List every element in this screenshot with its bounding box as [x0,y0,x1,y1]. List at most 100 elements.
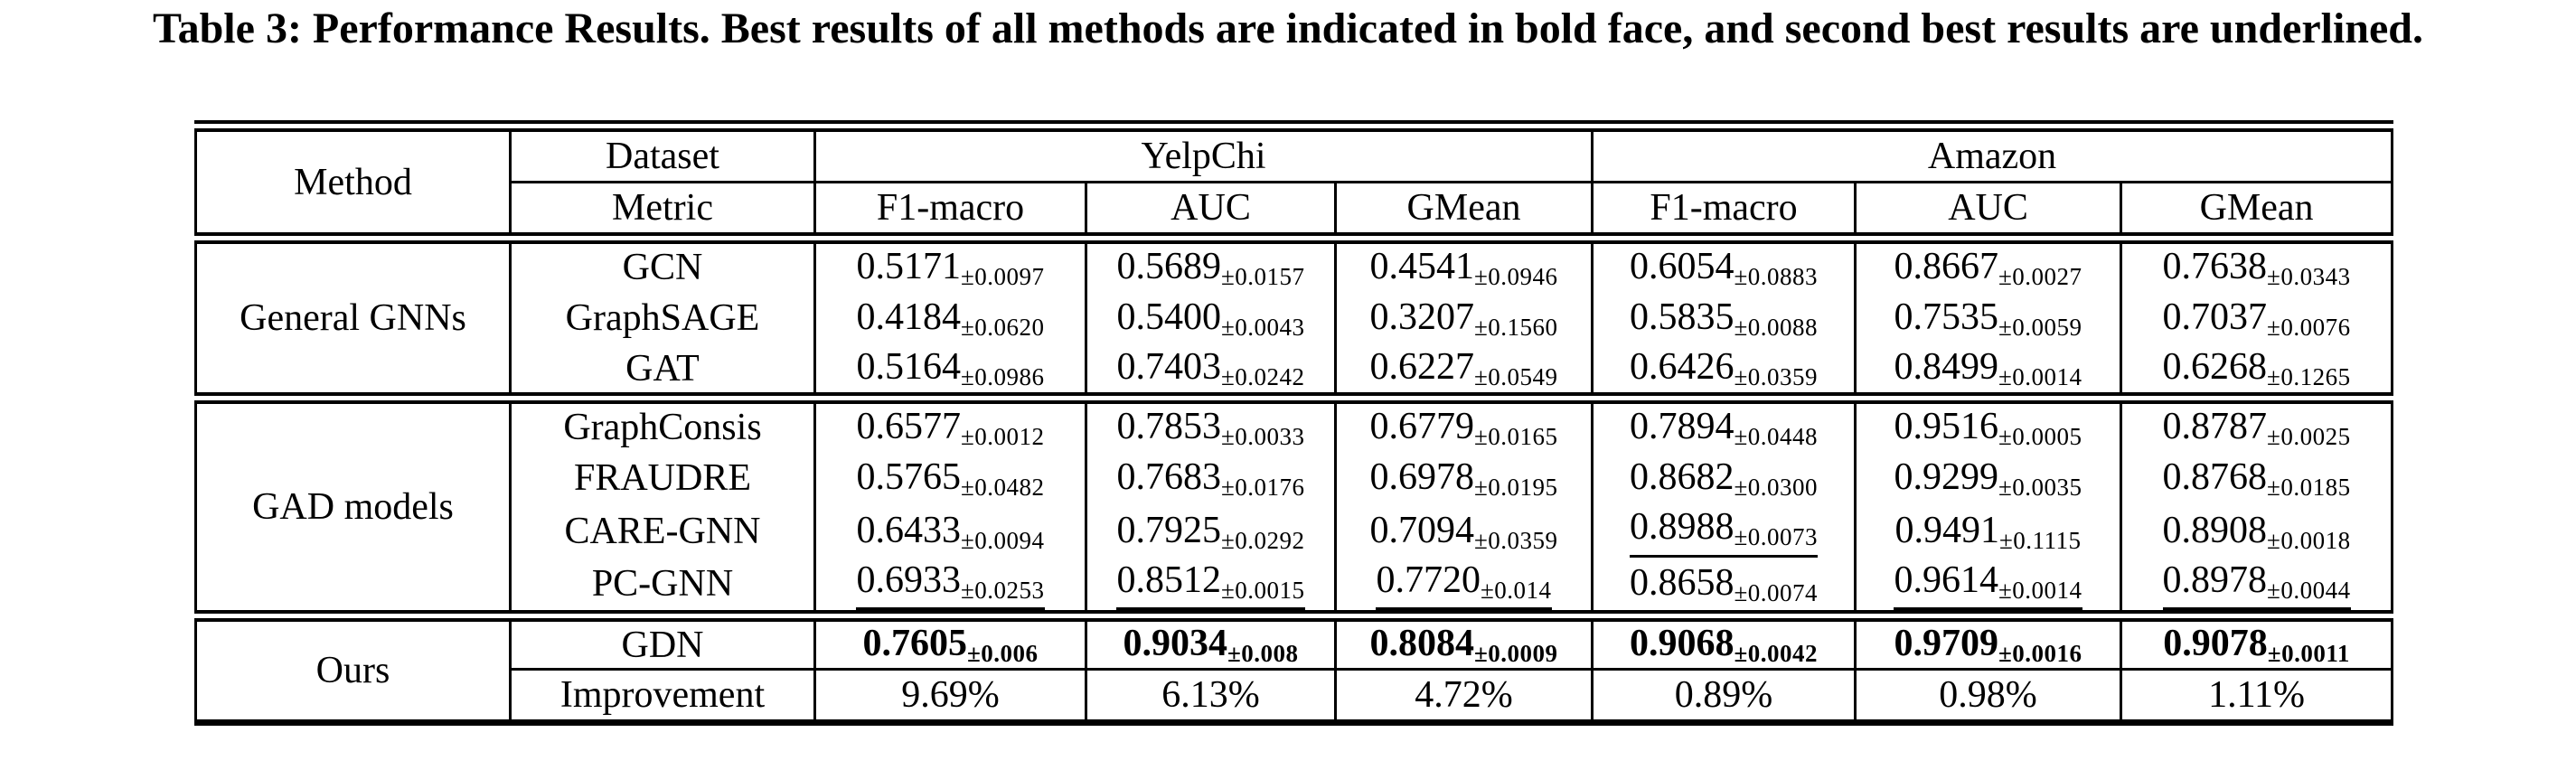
std-dev: ±0.0009 [1473,640,1558,668]
group-label: General GNNs [194,238,511,399]
metric-value: 0.7403±0.0242 [1116,346,1305,391]
value-cell: 0.8768±0.0185 [2120,451,2393,505]
std-dev: ±0.0027 [1998,262,2082,290]
metric-value: 0.9709±0.0016 [1894,623,2082,668]
value-cell: 0.8988±0.0073 [1591,504,1856,559]
value-cell: 0.6227±0.0549 [1333,344,1593,399]
table-container: Method Dataset YelpChi Amazon Metric F1-… [194,120,2394,727]
value-cell: 0.9068±0.0042 [1591,610,1856,671]
std-dev: ±0.0359 [1473,526,1558,554]
model-name: FRAUDRE [509,451,815,505]
metric-value: 0.7894±0.0448 [1629,405,1819,450]
value-cell: 0.5835±0.0088 [1591,291,1856,345]
value-cell: 0.9516±0.0005 [1854,392,2121,452]
value-cell: 0.5164±0.0986 [813,344,1086,399]
value-cell: 0.9709±0.0016 [1854,610,2121,671]
value-cell: 0.5171±0.0097 [813,238,1086,292]
metric-value: 0.9614±0.0014 [1894,559,2082,611]
std-dev: ±0.0018 [2267,526,2351,554]
model-name: PC-GNN [509,558,815,616]
model-name: GCN [509,238,815,292]
value-cell: 0.9034±0.008 [1085,610,1336,671]
metric-value: 0.9491±0.1115 [1894,509,2082,554]
metric-value: 0.9034±0.008 [1123,623,1299,668]
metric-value: 0.6268±0.1265 [2162,346,2351,391]
value-cell: 0.7683±0.0176 [1085,451,1336,505]
std-dev: ±0.0185 [2267,473,2351,501]
metric-value: 0.5164±0.0986 [856,346,1045,391]
metric-value: 0.7638±0.0343 [2162,245,2351,290]
value-cell: 0.8084±0.0009 [1333,610,1593,671]
value-cell: 0.7605±0.006 [813,610,1086,671]
table-row: General GNNs GCN 0.5171±0.0097 0.5689±0.015… [194,238,2393,399]
value-cell: 0.9614±0.0014 [1854,558,2121,616]
std-dev: ±0.0097 [960,262,1045,290]
value-cell: 0.9491±0.1115 [1854,504,2121,559]
metric-value: 0.6426±0.0359 [1629,346,1819,391]
value-cell: 0.7535±0.0059 [1854,291,2121,345]
improvement-cell: 9.69% [813,669,1086,723]
value-cell: 0.7925±0.0292 [1085,504,1336,559]
std-dev: ±0.0157 [1220,262,1305,290]
metric-value: 0.7853±0.0033 [1116,405,1305,450]
metric-value: 0.7925±0.0292 [1116,509,1305,554]
metric-value: 0.8499±0.0014 [1894,346,2082,391]
value-cell: 0.8667±0.0027 [1854,238,2121,292]
value-cell: 0.6577±0.0012 [813,392,1086,452]
metric-value: 0.9068±0.0042 [1629,623,1819,668]
group-label: GAD models [194,391,511,616]
std-dev: ±0.0176 [1220,473,1305,501]
std-dev: ±0.0448 [1734,422,1819,450]
model-name: CARE-GNN [509,504,815,559]
metric-value: 0.5400±0.0043 [1116,296,1305,341]
value-cell: 0.7094±0.0359 [1333,504,1593,559]
std-dev: ±0.0343 [2267,262,2351,290]
std-dev: ±0.0016 [1998,640,2082,668]
std-dev: ±0.0620 [960,313,1045,341]
table-row: PC-GNN 0.6933±0.0253 0.8512±0.0015 0.7720±0… [196,558,2393,616]
value-cell: 0.7638±0.0343 [2120,238,2393,292]
improvement-cell: 0.89% [1591,669,1856,723]
group-label: Ours [194,610,511,723]
metric-value: 0.8988±0.0073 [1629,506,1819,558]
value-cell: 0.9078±0.0011 [2120,610,2393,671]
results-table: Method Dataset YelpChi Amazon Metric F1-… [194,120,2394,727]
col-header-dataset-yelpchi: YelpChi [813,126,1593,183]
std-dev: ±0.0300 [1734,473,1819,501]
std-dev: ±0.0042 [1734,640,1819,668]
std-dev: ±0.0946 [1473,262,1558,290]
col-header-yelpchi-f1-macro: F1-macro [813,182,1086,244]
std-dev: ±0.0195 [1473,473,1558,501]
std-dev: ±0.0014 [1998,363,2082,391]
col-header-dataset: Dataset [509,126,815,183]
std-dev: ±0.1560 [1473,313,1558,341]
std-dev: ±0.006 [966,640,1039,668]
metric-value: 0.6779±0.0165 [1369,405,1558,450]
table-row: CARE-GNN 0.6433±0.0094 0.7925±0.0292 0.7094… [196,504,2393,559]
metric-value: 0.8908±0.0018 [2162,509,2351,554]
std-dev: ±0.014 [1480,576,1552,604]
metric-value: 0.7094±0.0359 [1369,509,1558,554]
table-body: General GNNs GCN 0.5171±0.0097 0.5689±0.015… [194,238,2393,723]
value-cell: 0.7720±0.014 [1333,558,1593,616]
value-cell: 0.5689±0.0157 [1085,238,1336,292]
std-dev: ±0.1265 [2267,363,2351,391]
std-dev: ±0.0043 [1220,313,1305,341]
std-dev: ±0.0005 [1998,422,2082,450]
value-cell: 0.6433±0.0094 [813,504,1086,559]
header-row-metrics: Metric F1-macro AUC GMean F1-macro AUC G… [196,182,2393,244]
model-name: Improvement [509,669,815,723]
metric-value: 0.6577±0.0012 [856,405,1045,450]
metric-value: 0.8667±0.0027 [1894,245,2082,290]
value-cell: 0.8978±0.0044 [2120,558,2393,616]
metric-value: 0.7037±0.0076 [2162,296,2351,341]
metric-value: 0.6433±0.0094 [856,509,1045,554]
col-header-dataset-amazon: Amazon [1591,126,2393,183]
col-header-amazon-gmean: GMean [2120,182,2393,244]
value-cell: 0.7894±0.0448 [1591,392,1856,452]
metric-value: 0.5835±0.0088 [1629,296,1819,341]
table-row: GraphSAGE 0.4184±0.0620 0.5400±0.0043 0.320… [196,291,2393,345]
metric-value: 0.4541±0.0946 [1369,245,1558,290]
model-name: GDN [509,610,815,671]
table-row: FRAUDRE 0.5765±0.0482 0.7683±0.0176 0.6978±… [196,451,2393,505]
